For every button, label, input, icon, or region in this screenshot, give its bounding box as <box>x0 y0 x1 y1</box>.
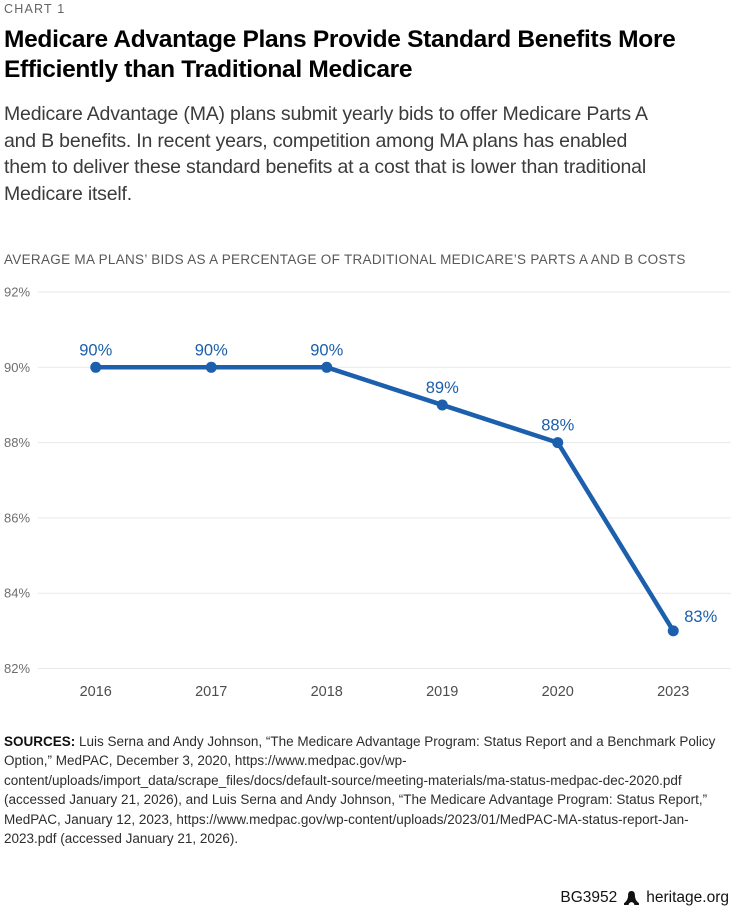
report-id: BG3952 <box>560 889 618 906</box>
y-axis-tick-label: 88% <box>4 435 30 450</box>
data-point <box>90 361 102 373</box>
data-point-label: 90% <box>195 341 228 359</box>
line-chart-svg: 92% 90% 88% 86% 84% 82% 90% 2016 90% 2017 90% 2018 8… <box>4 285 731 700</box>
footer-site: heritage.org <box>646 889 729 906</box>
liberty-bell-icon <box>623 890 640 906</box>
y-axis-tick-label: 86% <box>4 510 30 525</box>
sources-text: Luis Serna and Andy Johnson, “The Medica… <box>4 734 716 847</box>
y-axis-tick-label: 92% <box>4 285 30 300</box>
data-point-label: 83% <box>684 608 717 626</box>
data-point <box>552 437 564 449</box>
data-point <box>321 361 333 373</box>
data-point-label: 89% <box>426 379 459 397</box>
y-axis-tick-label: 90% <box>4 360 30 375</box>
footer: BG3952 heritage.org <box>560 889 729 907</box>
trend-line <box>93 365 676 634</box>
x-axis-tick-label: 2017 <box>195 684 227 700</box>
data-point <box>436 399 448 411</box>
x-axis-tick-label: 2018 <box>311 684 343 700</box>
sources-note: SOURCES: Luis Serna and Andy Johnson, “T… <box>4 732 730 848</box>
intro-paragraph: Medicare Advantage (MA) plans submit yea… <box>4 103 647 205</box>
x-axis-tick-label: 2016 <box>80 684 112 700</box>
chart-subtitle: AVERAGE MA PLANS’ BIDS AS A PERCENTAGE O… <box>4 252 686 267</box>
sources-label: SOURCES: <box>4 734 76 749</box>
x-axis-tick-label: 2023 <box>657 684 689 700</box>
data-point-label: 90% <box>310 341 343 359</box>
x-axis-tick-label: 2020 <box>542 684 574 700</box>
data-point-label: 88% <box>541 417 574 435</box>
y-axis-tick-label: 82% <box>4 661 30 676</box>
page-title: Medicare Advantage Plans Provide Standar… <box>4 26 676 83</box>
data-point-label: 90% <box>79 341 112 359</box>
line-chart: 92% 90% 88% 86% 84% 82% 90% 2016 90% 2017 90% 2018 8… <box>0 282 734 702</box>
x-axis-tick-label: 2019 <box>426 684 458 700</box>
data-point <box>205 361 217 373</box>
data-point <box>667 625 679 637</box>
y-axis-tick-label: 84% <box>4 586 30 601</box>
chart-number-label: CHART 1 <box>4 2 66 16</box>
